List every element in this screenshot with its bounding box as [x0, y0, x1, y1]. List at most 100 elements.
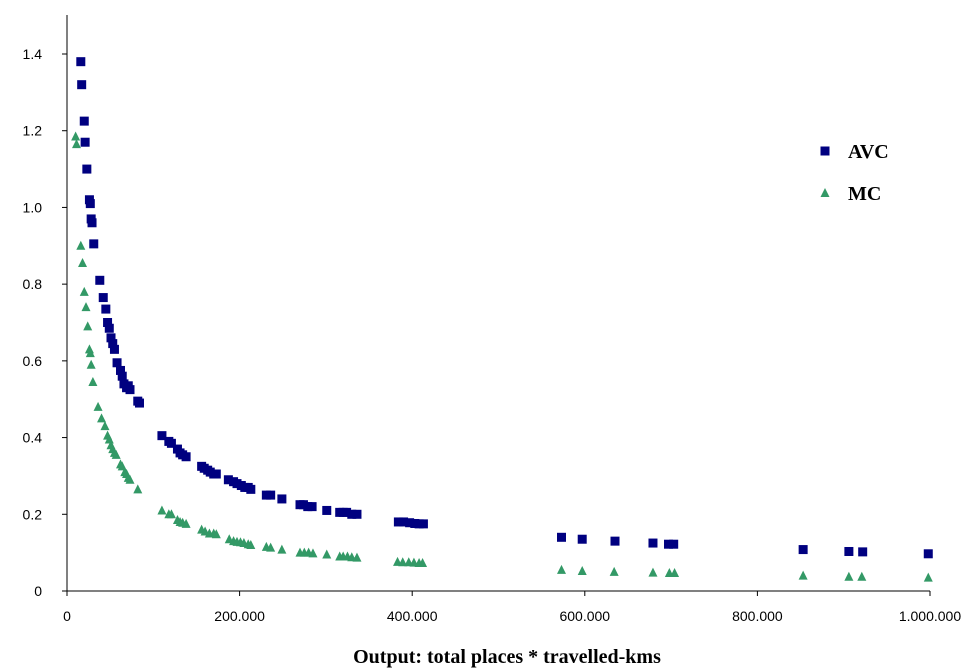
- x-axis-ticks: 0 200.000 400.000 600.000 800.000 1.000.000: [63, 591, 961, 624]
- y-tick-label: 0.6: [23, 353, 43, 369]
- data-point: [104, 434, 114, 444]
- y-tick-label: 0.8: [23, 276, 43, 292]
- data-point: [393, 517, 403, 527]
- legend-label-avc: AVC: [848, 141, 889, 163]
- data-point: [609, 566, 619, 576]
- data-point: [134, 398, 144, 408]
- data-point: [347, 509, 357, 519]
- data-point: [844, 571, 854, 581]
- data-point: [103, 318, 113, 327]
- data-point: [71, 131, 81, 141]
- data-point: [844, 546, 854, 556]
- data-point: [117, 371, 127, 381]
- data-point: [246, 484, 256, 494]
- data-point: [352, 552, 362, 562]
- data-point: [81, 302, 91, 312]
- data-point: [308, 548, 318, 558]
- data-point: [111, 449, 121, 459]
- data-point: [418, 557, 428, 567]
- y-tick-label: 1.2: [23, 123, 43, 139]
- data-point: [577, 566, 587, 576]
- data-point: [78, 258, 88, 268]
- data-point: [610, 536, 620, 546]
- data-point: [648, 567, 658, 577]
- data-point: [79, 116, 89, 126]
- data-point: [101, 304, 111, 314]
- data-point: [181, 452, 191, 462]
- data-point: [85, 348, 95, 358]
- y-tick-label: 1.0: [23, 199, 43, 215]
- data-point: [83, 321, 93, 331]
- data-point: [648, 538, 658, 548]
- data-point: [157, 505, 167, 515]
- data-point: [95, 275, 105, 285]
- data-point: [80, 137, 90, 147]
- data-point: [418, 519, 428, 529]
- data-point: [266, 542, 276, 552]
- data-point: [307, 502, 317, 512]
- data-point: [87, 218, 97, 228]
- data-point: [577, 534, 587, 544]
- data-point: [76, 57, 86, 67]
- data-point: [669, 539, 679, 549]
- data-point: [85, 199, 95, 209]
- data-point: [556, 532, 566, 542]
- data-points: [71, 57, 933, 582]
- data-point: [133, 484, 143, 494]
- data-point: [104, 323, 114, 333]
- data-point: [322, 549, 332, 559]
- x-axis-title: Output: total places * travelled-kms: [353, 646, 661, 668]
- x-tick-label: 1.000.000: [899, 608, 961, 624]
- data-point: [116, 365, 126, 375]
- data-point: [556, 564, 566, 574]
- data-point: [76, 240, 86, 250]
- data-point: [664, 539, 674, 549]
- data-point: [277, 494, 287, 504]
- data-point: [82, 164, 92, 174]
- y-tick-label: 0.4: [23, 430, 43, 446]
- data-point: [670, 567, 680, 577]
- y-tick-label: 0: [34, 583, 42, 599]
- y-tick-label: 1.4: [23, 46, 43, 62]
- x-tick-label: 0: [63, 608, 71, 624]
- data-point: [181, 518, 191, 528]
- data-point: [211, 529, 221, 539]
- data-point: [157, 431, 167, 441]
- data-point: [97, 413, 107, 423]
- data-point: [858, 547, 868, 557]
- data-point: [223, 475, 233, 485]
- data-point: [125, 385, 135, 395]
- data-point: [109, 344, 119, 354]
- data-point: [77, 80, 87, 90]
- x-tick-label: 200.000: [214, 608, 265, 624]
- legend: AVC MC: [820, 141, 889, 205]
- data-point: [86, 359, 96, 369]
- x-tick-label: 600.000: [559, 608, 610, 624]
- data-point: [166, 509, 176, 519]
- data-point: [93, 401, 103, 411]
- data-point: [88, 376, 98, 386]
- data-point: [342, 507, 352, 517]
- data-point: [112, 358, 122, 368]
- data-point: [166, 438, 176, 448]
- legend-label-mc: MC: [848, 183, 881, 205]
- legend-marker-mc: [820, 188, 830, 197]
- data-point: [211, 469, 221, 479]
- y-tick-label: 0.2: [23, 506, 43, 522]
- data-point: [106, 333, 116, 343]
- data-point: [923, 572, 933, 582]
- data-point: [857, 571, 867, 581]
- data-point: [398, 557, 408, 567]
- data-point: [100, 421, 110, 431]
- y-axis-ticks: 0 0.2 0.4 0.6 0.8 1.0 1.2 1.4: [23, 46, 67, 599]
- data-point: [277, 544, 287, 554]
- series-avc: [76, 57, 933, 559]
- axes: [66, 15, 930, 592]
- legend-marker-avc: [820, 146, 830, 156]
- data-point: [405, 518, 415, 528]
- x-tick-label: 800.000: [732, 608, 783, 624]
- data-point: [322, 505, 332, 515]
- data-point: [246, 539, 256, 549]
- series-mc: [71, 131, 933, 582]
